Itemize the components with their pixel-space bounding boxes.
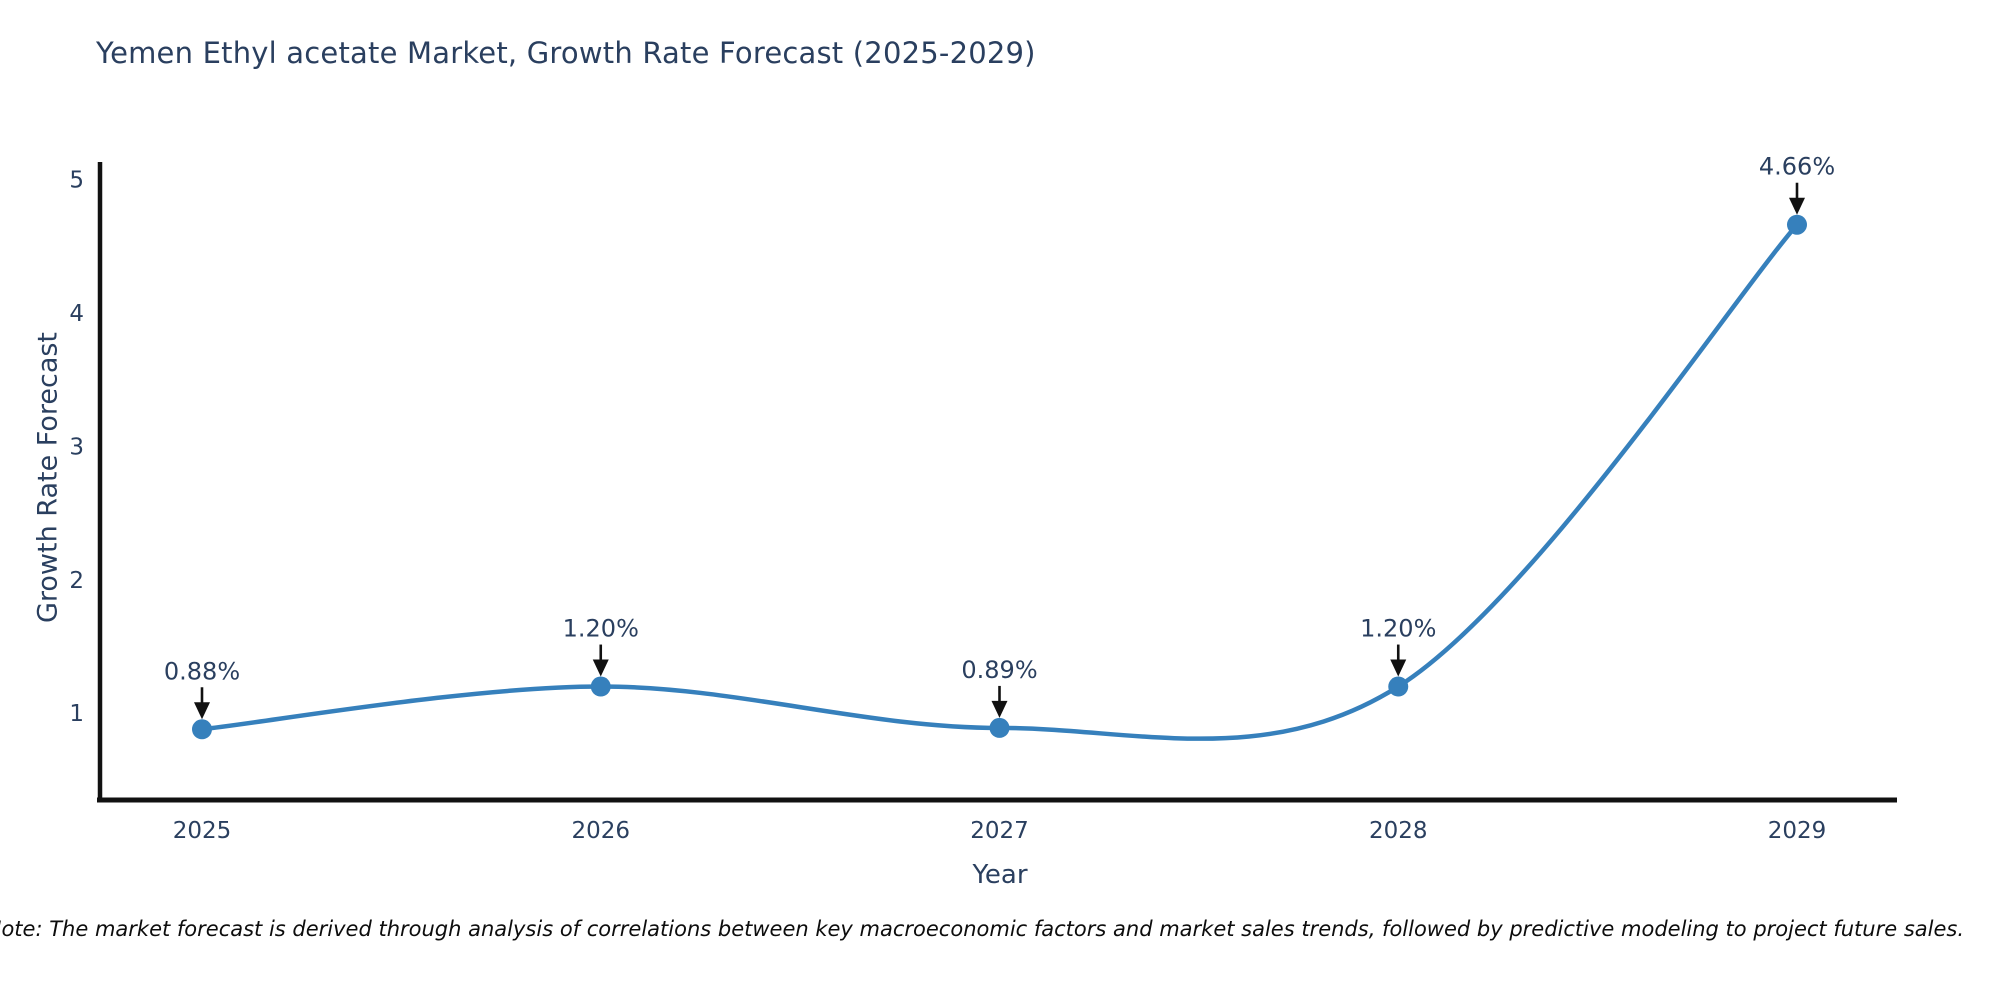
data-point-2025[interactable]: [192, 719, 212, 740]
y-axis-title: Growth Rate Forecast: [32, 331, 64, 624]
annotation-label-2026: 1.20%: [563, 615, 639, 643]
x-axis-title: Year: [972, 860, 1028, 890]
y-tick-label: 4: [69, 301, 84, 327]
annotation-label-2025: 0.88%: [164, 657, 240, 685]
y-tick-label: 2: [69, 568, 84, 594]
annotation-arrowhead-2028: [1390, 659, 1407, 677]
annotation-arrowhead-2029: [1789, 197, 1805, 215]
y-tick-label: 3: [69, 434, 84, 460]
data-point-2029[interactable]: [1787, 214, 1807, 235]
footnote: Note: The market forecast is derived thr…: [0, 917, 1964, 941]
annotation-arrowhead-2025: [194, 702, 210, 720]
y-tick-label: 5: [69, 167, 84, 193]
data-point-2026[interactable]: [590, 676, 611, 697]
y-tick-label: 1: [69, 701, 84, 727]
annotation-arrowhead-2026: [592, 659, 609, 677]
annotation-label-2028: 1.20%: [1360, 615, 1436, 643]
x-tick-label: 2027: [970, 818, 1029, 844]
x-tick-label: 2025: [173, 818, 232, 844]
annotation-arrowhead-2027: [991, 700, 1008, 718]
annotation-label-2027: 0.89%: [961, 656, 1037, 684]
trend-line[interactable]: [199, 222, 1800, 741]
x-tick-label: 2029: [1768, 818, 1827, 844]
page-title: Yemen Ethyl acetate Market, Growth Rate …: [96, 36, 1036, 70]
data-point-2027[interactable]: [989, 717, 1010, 738]
data-point-2028[interactable]: [1388, 676, 1409, 697]
annotation-label-2029: 4.66%: [1759, 153, 1835, 181]
x-tick-label: 2026: [571, 818, 630, 844]
x-tick-label: 2028: [1369, 818, 1428, 844]
